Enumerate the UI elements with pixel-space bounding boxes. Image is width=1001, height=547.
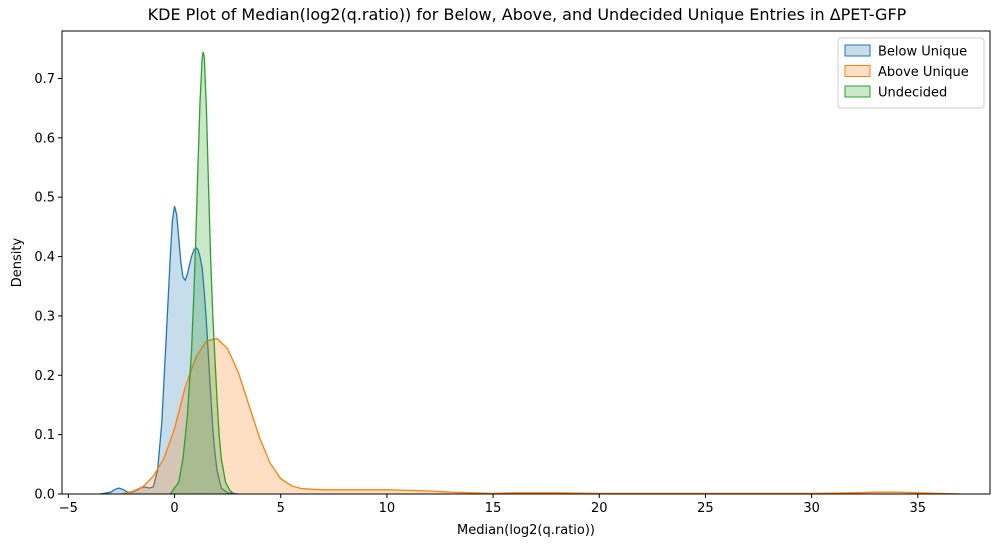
x-tick-label: 25 — [697, 501, 714, 516]
x-tick-label: 30 — [803, 501, 820, 516]
x-tick-label: 10 — [379, 501, 396, 516]
series-line-2 — [169, 51, 235, 495]
y-tick-label: 0.0 — [34, 488, 55, 503]
y-tick-label: 0.4 — [34, 250, 55, 265]
y-tick-label: 0.2 — [34, 369, 55, 384]
chart-title: KDE Plot of Median(log2(q.ratio)) for Be… — [148, 5, 907, 24]
y-tick-label: 0.1 — [34, 428, 55, 443]
legend-label: Undecided — [878, 86, 947, 101]
series-layer — [100, 51, 961, 495]
legend: Below Unique Above Unique Undecided — [837, 37, 985, 109]
x-tick-label: 15 — [485, 501, 502, 516]
legend-swatch — [844, 44, 871, 57]
series-area-2 — [170, 51, 234, 495]
x-tick-label: 5 — [277, 501, 285, 516]
x-tick-label: 20 — [591, 501, 608, 516]
y-tick-label: 0.7 — [34, 72, 55, 87]
legend-swatch — [844, 85, 871, 98]
y-tick-label: 0.3 — [34, 309, 55, 324]
legend-label: Below Unique — [878, 45, 967, 60]
y-axis-title: Density — [10, 237, 25, 287]
series-line-1 — [121, 337, 961, 495]
x-tick-label: 0 — [170, 501, 178, 516]
x-tick-label: −5 — [59, 501, 78, 516]
legend-box — [837, 37, 985, 109]
x-axis-ticks: −5 0 5 10 15 20 25 30 35 — [59, 494, 926, 516]
plot-frame — [61, 30, 991, 495]
legend-label: Above Unique — [878, 65, 969, 80]
series-area-1 — [121, 338, 961, 494]
x-axis-title: Median(log2(q.ratio)) — [457, 523, 595, 538]
y-tick-label: 0.6 — [34, 131, 55, 146]
y-axis-ticks: 0.0 0.1 0.2 0.3 0.4 0.5 0.6 0.7 — [34, 72, 62, 503]
series-area-0 — [100, 206, 239, 494]
x-tick-label: 35 — [910, 501, 927, 516]
y-tick-label: 0.5 — [34, 191, 55, 206]
legend-swatch — [844, 65, 871, 77]
